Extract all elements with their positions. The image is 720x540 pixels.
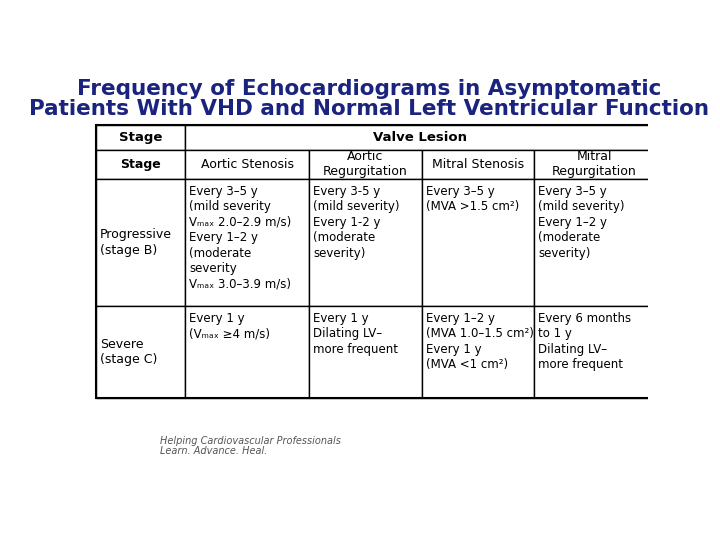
Text: Aortic Stenosis: Aortic Stenosis <box>201 158 294 171</box>
Bar <box>422 150 534 179</box>
Text: Progressive
(stage B): Progressive (stage B) <box>100 228 172 256</box>
Text: Every 1–2 y
(MVA 1.0–1.5 cm²)
Every 1 y
(MVA <1 cm²): Every 1–2 y (MVA 1.0–1.5 cm²) Every 1 y … <box>426 312 534 372</box>
Text: Every 6 months
to 1 y
Dilating LV–
more frequent: Every 6 months to 1 y Dilating LV– more … <box>538 312 631 372</box>
Text: Severe
(stage C): Severe (stage C) <box>100 338 158 366</box>
Bar <box>185 125 654 150</box>
Text: Frequency of Echocardiograms in Asymptomatic: Frequency of Echocardiograms in Asymptom… <box>77 79 661 99</box>
Text: Aortic
Regurgitation: Aortic Regurgitation <box>323 150 408 178</box>
Bar <box>96 125 185 150</box>
Bar <box>422 179 534 306</box>
Text: Mitral
Regurgitation: Mitral Regurgitation <box>552 150 636 178</box>
Bar <box>422 306 534 398</box>
Bar <box>310 179 422 306</box>
Text: Every 3-5 y
(mild severity)
Every 1-2 y
(moderate
severity): Every 3-5 y (mild severity) Every 1-2 y … <box>313 185 400 260</box>
Text: Every 1 y
Dilating LV–
more frequent: Every 1 y Dilating LV– more frequent <box>313 312 398 356</box>
Bar <box>310 306 422 398</box>
Bar <box>185 179 310 306</box>
Text: Every 3–5 y
(MVA >1.5 cm²): Every 3–5 y (MVA >1.5 cm²) <box>426 185 519 213</box>
Bar <box>310 150 422 179</box>
Bar <box>96 150 185 179</box>
Bar <box>534 306 654 398</box>
Text: Every 1 y
(Vₘₐₓ ≥4 m/s): Every 1 y (Vₘₐₓ ≥4 m/s) <box>189 312 270 341</box>
Text: Valve Lesion: Valve Lesion <box>373 131 467 144</box>
Text: Every 3–5 y
(mild severity
Vₘₐₓ 2.0–2.9 m/s)
Every 1–2 y
(moderate
severity
Vₘₐₓ: Every 3–5 y (mild severity Vₘₐₓ 2.0–2.9 … <box>189 185 292 291</box>
Bar <box>96 179 185 306</box>
Text: Stage: Stage <box>120 158 161 171</box>
Bar <box>534 179 654 306</box>
Text: Stage: Stage <box>119 131 163 144</box>
Bar <box>96 125 654 398</box>
Bar <box>534 150 654 179</box>
Bar <box>96 306 185 398</box>
Text: Patients With VHD and Normal Left Ventricular Function: Patients With VHD and Normal Left Ventri… <box>29 99 709 119</box>
Bar <box>185 306 310 398</box>
Text: Learn. Advance. Heal.: Learn. Advance. Heal. <box>160 447 267 456</box>
Text: Every 3–5 y
(mild severity)
Every 1–2 y
(moderate
severity): Every 3–5 y (mild severity) Every 1–2 y … <box>538 185 624 260</box>
Bar <box>185 150 310 179</box>
Text: Helping Cardiovascular Professionals: Helping Cardiovascular Professionals <box>160 436 341 446</box>
Text: Mitral Stenosis: Mitral Stenosis <box>432 158 524 171</box>
